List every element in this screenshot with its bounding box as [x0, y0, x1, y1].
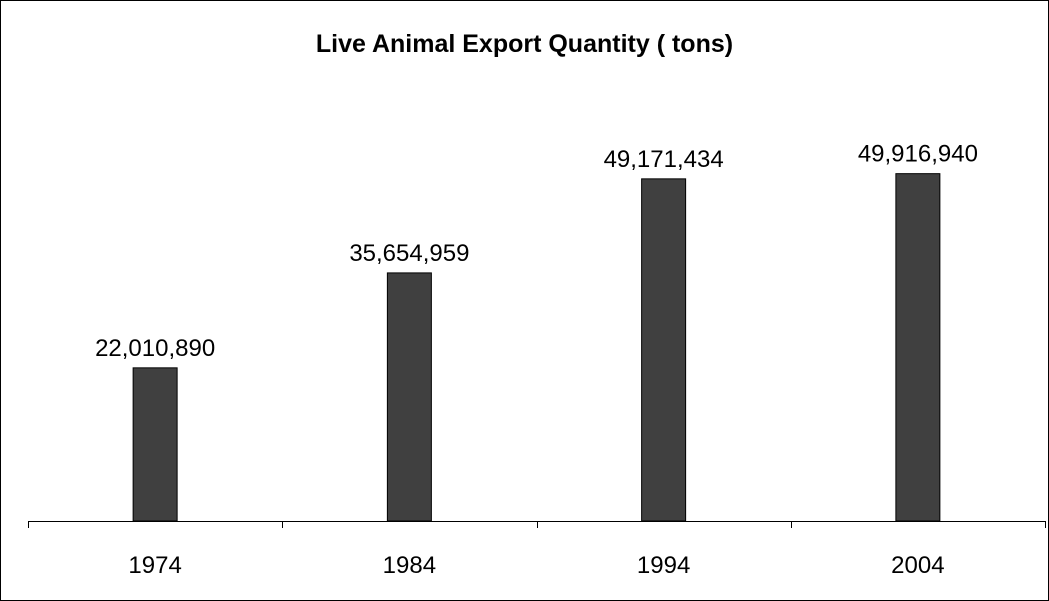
data-label-1994: 49,171,434 — [604, 146, 724, 173]
x-tick-label-2004: 2004 — [891, 552, 944, 579]
x-axis — [28, 521, 1046, 528]
data-label-1974: 22,010,890 — [95, 335, 215, 362]
bar-2004 — [895, 173, 941, 522]
bar-1974 — [132, 367, 178, 522]
data-label-2004: 49,916,940 — [858, 141, 978, 168]
chart-title: Live Animal Export Quantity ( tons) — [315, 30, 734, 58]
bar-1994 — [641, 178, 687, 522]
data-labels-layer: 22,010,890 1974 35,654,959 1984 49,171,434 19… — [95, 141, 978, 579]
x-tick-label-1984: 1984 — [383, 552, 436, 579]
bar-1984 — [386, 272, 432, 522]
x-tick-label-1994: 1994 — [637, 552, 690, 579]
data-label-1984: 35,654,959 — [349, 240, 469, 267]
x-tick-label-1974: 1974 — [128, 552, 181, 579]
bars-layer — [132, 173, 941, 522]
